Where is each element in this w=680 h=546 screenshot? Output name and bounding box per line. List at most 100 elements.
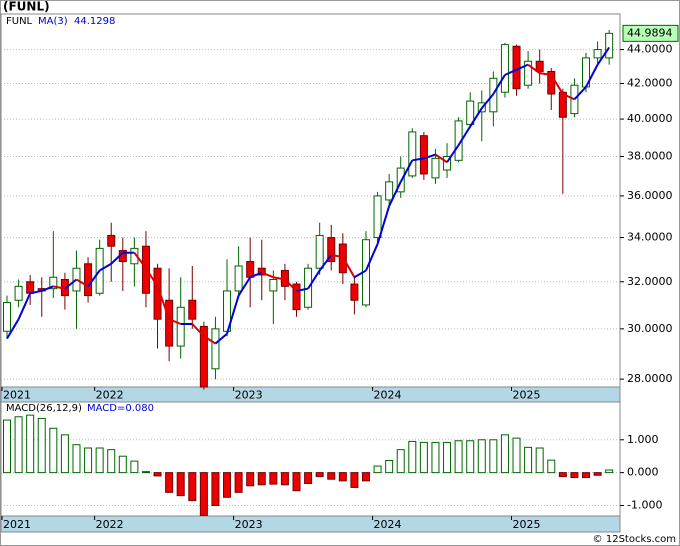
x-tick-label: 2025 [513,518,541,531]
x-tick-label: 2024 [374,389,402,402]
candle-body [408,131,417,177]
candle-body [500,44,509,93]
ma-segment [191,323,205,337]
candle-body [26,281,35,294]
ma-segment [29,289,42,295]
macd-bar [443,441,452,474]
macd-bar [118,455,127,474]
macd-bar [280,472,289,486]
ma-segment [214,332,228,345]
candle-body [176,306,185,347]
candle-body [547,70,556,95]
macd-bar [593,472,602,476]
ma-segment [412,157,425,162]
ma-segment [307,269,321,290]
candle-body [524,60,533,86]
price-tag [622,24,679,42]
macd-bar [95,447,104,474]
candle-body [385,181,394,201]
macd-bar [570,472,579,479]
ma-segment [539,72,552,76]
macd-bar [60,434,69,474]
candle-body [199,325,208,388]
y-tick-label: 36.0000 [627,189,673,202]
candle-body [49,276,58,290]
legend-ma-name: MA(3) [38,16,68,27]
y-tick-label: 1.000 [627,433,659,446]
ma-segment [504,68,517,76]
ma-segment [249,271,263,279]
macd-bar [223,472,232,498]
macd-bar [234,472,243,493]
ma-segment [423,153,436,160]
macd-bar [350,472,359,488]
candle-body [373,195,382,239]
ma-segment [110,252,124,265]
candle-body [315,234,324,269]
legend-ma-value: 44.1298 [74,16,115,27]
macd-bar [153,472,162,477]
ma-segment [17,292,32,320]
ma-segment [399,159,414,183]
macd-bar [26,414,35,474]
macd-bar [419,441,428,474]
macd-bar [176,472,185,497]
ma-segment [331,253,344,259]
macd-bar [512,437,521,474]
candle-body [350,283,359,301]
y-tick-label: 30.0000 [627,322,673,335]
y-tick-label: 32.0000 [627,275,673,288]
macd-bar [304,472,313,484]
macd-bar [454,440,463,474]
macd-bar [211,472,220,506]
ma-segment [41,285,54,292]
candle-body [257,267,266,276]
macd-bar [396,449,405,474]
macd-bar [535,447,544,474]
x-tick-label: 2021 [3,389,31,402]
y-tick-label: -1.000 [627,498,662,511]
ma-segment [296,287,309,292]
ma-segment [573,86,587,100]
legend-name: FUNL [6,16,33,27]
ma-segment [446,144,460,163]
footer: © 12Stocks.com [593,534,676,545]
x-tick-label: 2021 [3,518,31,531]
macd-bar [246,472,255,487]
candle-body [443,155,452,171]
ma-segment [64,278,78,290]
macd-bar [605,469,614,474]
candle-body [431,157,440,179]
y-tick-label: 42.0000 [627,76,673,89]
chart-title: (FUNL) [3,0,50,14]
macd-bar [408,440,417,474]
ma-segment [481,93,495,109]
macd-bar [547,459,556,474]
macd-bar [373,465,382,474]
candle-body [107,234,116,247]
candle-body [327,237,336,263]
macd-bar [582,472,590,479]
macd-bar [107,449,116,474]
macd-bar [524,446,533,474]
y-tick-label: 38.0000 [627,149,673,162]
macd-bar [500,434,509,474]
y-tick-label: 40.0000 [627,112,673,125]
macd-bar [49,427,58,474]
candle-body [246,261,255,278]
x-tick-label: 2025 [513,389,541,402]
x-tick-label: 2024 [374,518,402,531]
candle-body [593,49,602,59]
ma-segment [353,269,367,279]
y-tick-label: 0.000 [627,466,659,479]
ma-segment [388,181,402,207]
macd-bar [315,472,324,478]
macd-bar [14,416,23,474]
macd-bar [37,417,46,474]
macd-bar [257,472,266,486]
candle-body [512,45,521,90]
ma-segment [527,63,541,74]
candle-body [605,32,614,59]
candle-body [188,299,197,320]
